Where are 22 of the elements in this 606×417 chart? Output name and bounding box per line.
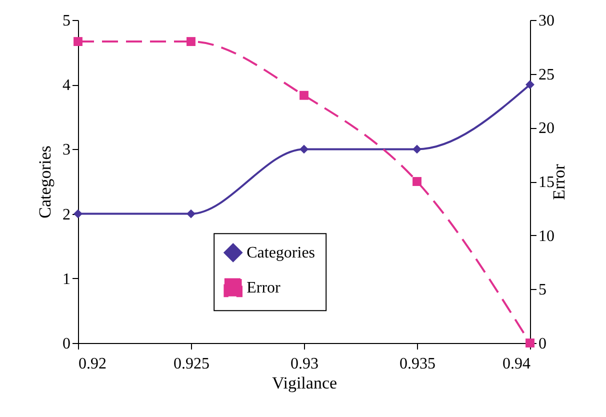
y-tick-label: 1 xyxy=(62,270,70,288)
y-tick-label: 5 xyxy=(62,12,70,30)
y2-tick-label: 20 xyxy=(538,120,554,138)
x-tick-label: 0.94 xyxy=(502,356,530,372)
y2-tick-label: 15 xyxy=(538,174,554,191)
y-tick-label: 3 xyxy=(62,142,70,159)
y-tick-label: 0 xyxy=(62,336,70,352)
y-axis-title: Categories xyxy=(36,146,54,218)
y-tick-label: 4 xyxy=(62,77,70,94)
x-tick-label: 0.92 xyxy=(78,356,106,372)
x-tick-label: 0.925 xyxy=(174,356,210,372)
y2-tick-label: 0 xyxy=(538,336,546,352)
x-axis-title: Vigilance xyxy=(272,374,338,392)
y2-tick-label: 5 xyxy=(538,282,546,299)
y2-tick-label: 30 xyxy=(538,12,554,30)
y-tick-label: 2 xyxy=(62,206,70,224)
x-tick-label: 0.935 xyxy=(400,356,436,372)
x-tick-label: 0.93 xyxy=(290,356,318,372)
y2-tick-label: 25 xyxy=(538,66,554,84)
legend-label: Categories xyxy=(246,244,316,262)
legend-label: Error xyxy=(246,280,282,297)
y2-tick-label: 10 xyxy=(538,228,554,245)
